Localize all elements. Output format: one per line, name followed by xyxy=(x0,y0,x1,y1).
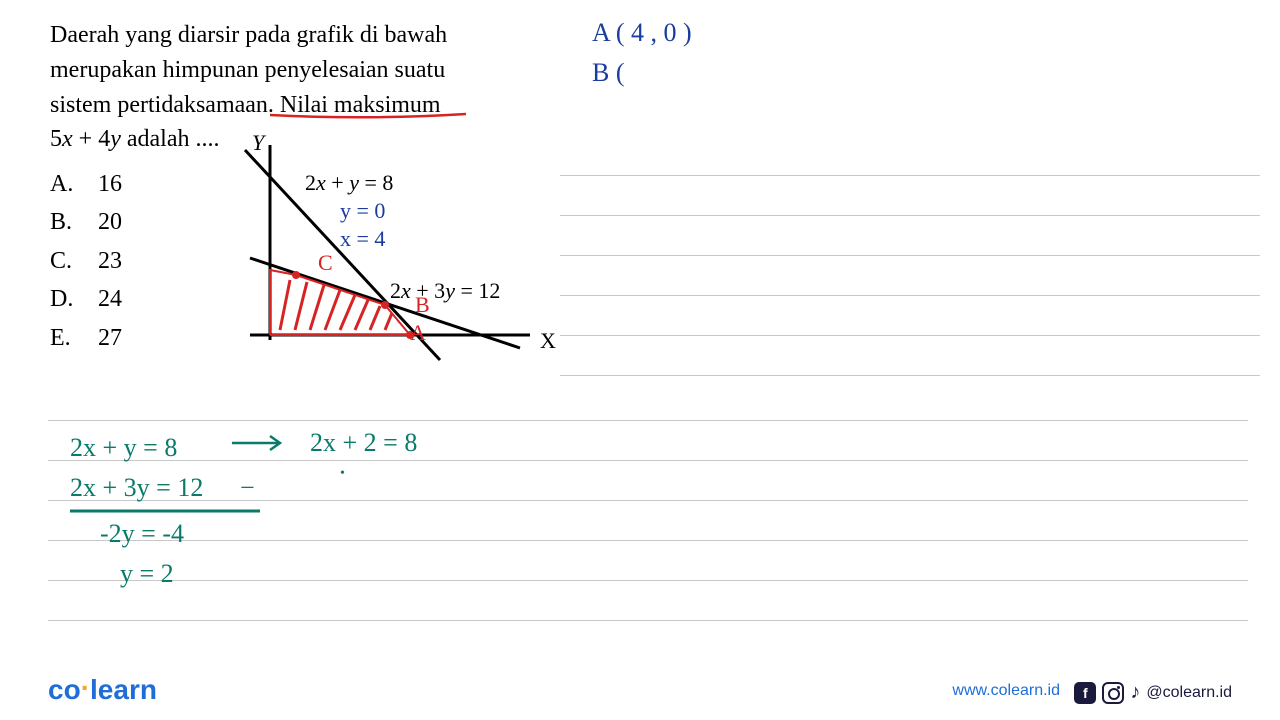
y-axis-label: Y xyxy=(252,130,264,156)
choice-A: A.16 xyxy=(50,165,122,203)
right-notes: A ( 4 , 0 ) B ( xyxy=(592,18,692,98)
point-B-label: B xyxy=(415,292,430,318)
work-res2: y = 2 xyxy=(120,559,174,588)
point-A-label: A xyxy=(410,320,426,346)
brand-logo: co·learn xyxy=(48,674,157,706)
instagram-icon xyxy=(1102,682,1124,704)
q-line4: 5x + 4y adalah .... xyxy=(50,126,219,152)
back-sub-dot: • xyxy=(340,466,417,482)
choice-E: E.27 xyxy=(50,319,122,357)
annotation-y-eq-0: y = 0 xyxy=(340,198,385,224)
choice-B: B.20 xyxy=(50,203,122,241)
brand-dot-icon: · xyxy=(81,672,90,703)
footer-url: www.colearn.id xyxy=(952,682,1060,700)
back-substitution: 2x + 2 = 8 • xyxy=(310,428,417,482)
page: Daerah yang diarsir pada grafik di bawah… xyxy=(0,0,1280,720)
tiktok-icon: ♪ xyxy=(1130,681,1140,704)
facebook-icon: f xyxy=(1074,682,1096,704)
work-op: − xyxy=(240,468,255,507)
q-line1: Daerah yang diarsir pada grafik di bawah xyxy=(50,22,447,48)
diagram-svg xyxy=(230,130,570,380)
underline-annotation xyxy=(268,108,468,118)
choice-D: D.24 xyxy=(50,280,122,318)
choice-C-value: 23 xyxy=(98,242,122,280)
q-line2: merupakan himpunan penyelesaian suatu xyxy=(50,57,445,83)
work-eq2: 2x + 3y = 12 xyxy=(70,473,203,502)
choice-B-value: 20 xyxy=(98,203,122,241)
note-point-B: B ( xyxy=(592,58,692,88)
point-C-label: C xyxy=(318,250,333,276)
answer-choices: A.16 B.20 C.23 D.24 E.27 xyxy=(50,165,122,357)
diagram: Y xyxy=(230,130,570,380)
x-axis-label: X xyxy=(540,328,556,354)
ruled-line xyxy=(48,420,1248,421)
social-handle: @colearn.id xyxy=(1146,684,1232,702)
footer: co·learn www.colearn.id f ♪ @colearn.id xyxy=(0,666,1280,706)
social-icons: f ♪ @colearn.id xyxy=(1074,681,1232,704)
work-res1: -2y = -4 xyxy=(100,519,184,548)
choice-C: C.23 xyxy=(50,242,122,280)
choice-D-value: 24 xyxy=(98,280,122,318)
brand-learn: learn xyxy=(90,674,157,705)
arrow-icon xyxy=(230,433,290,453)
work-eq1: 2x + y = 8 xyxy=(70,433,177,462)
annotation-x-eq-4: x = 4 xyxy=(340,226,385,252)
eq-2x-plus-y: 2x + y = 8 xyxy=(305,170,393,196)
choice-A-value: 16 xyxy=(98,165,122,203)
eq-2x-plus-3y: 2x + 3y = 12 xyxy=(390,278,500,304)
choice-E-value: 27 xyxy=(98,319,122,357)
back-sub-eq: 2x + 2 = 8 xyxy=(310,428,417,458)
elimination-working: 2x + y = 8 2x + 3y = 12 − -2y = -4 y = 2 xyxy=(70,428,270,594)
note-point-A: A ( 4 , 0 ) xyxy=(592,18,692,48)
ruled-line xyxy=(48,620,1248,621)
brand-co: co xyxy=(48,674,81,705)
